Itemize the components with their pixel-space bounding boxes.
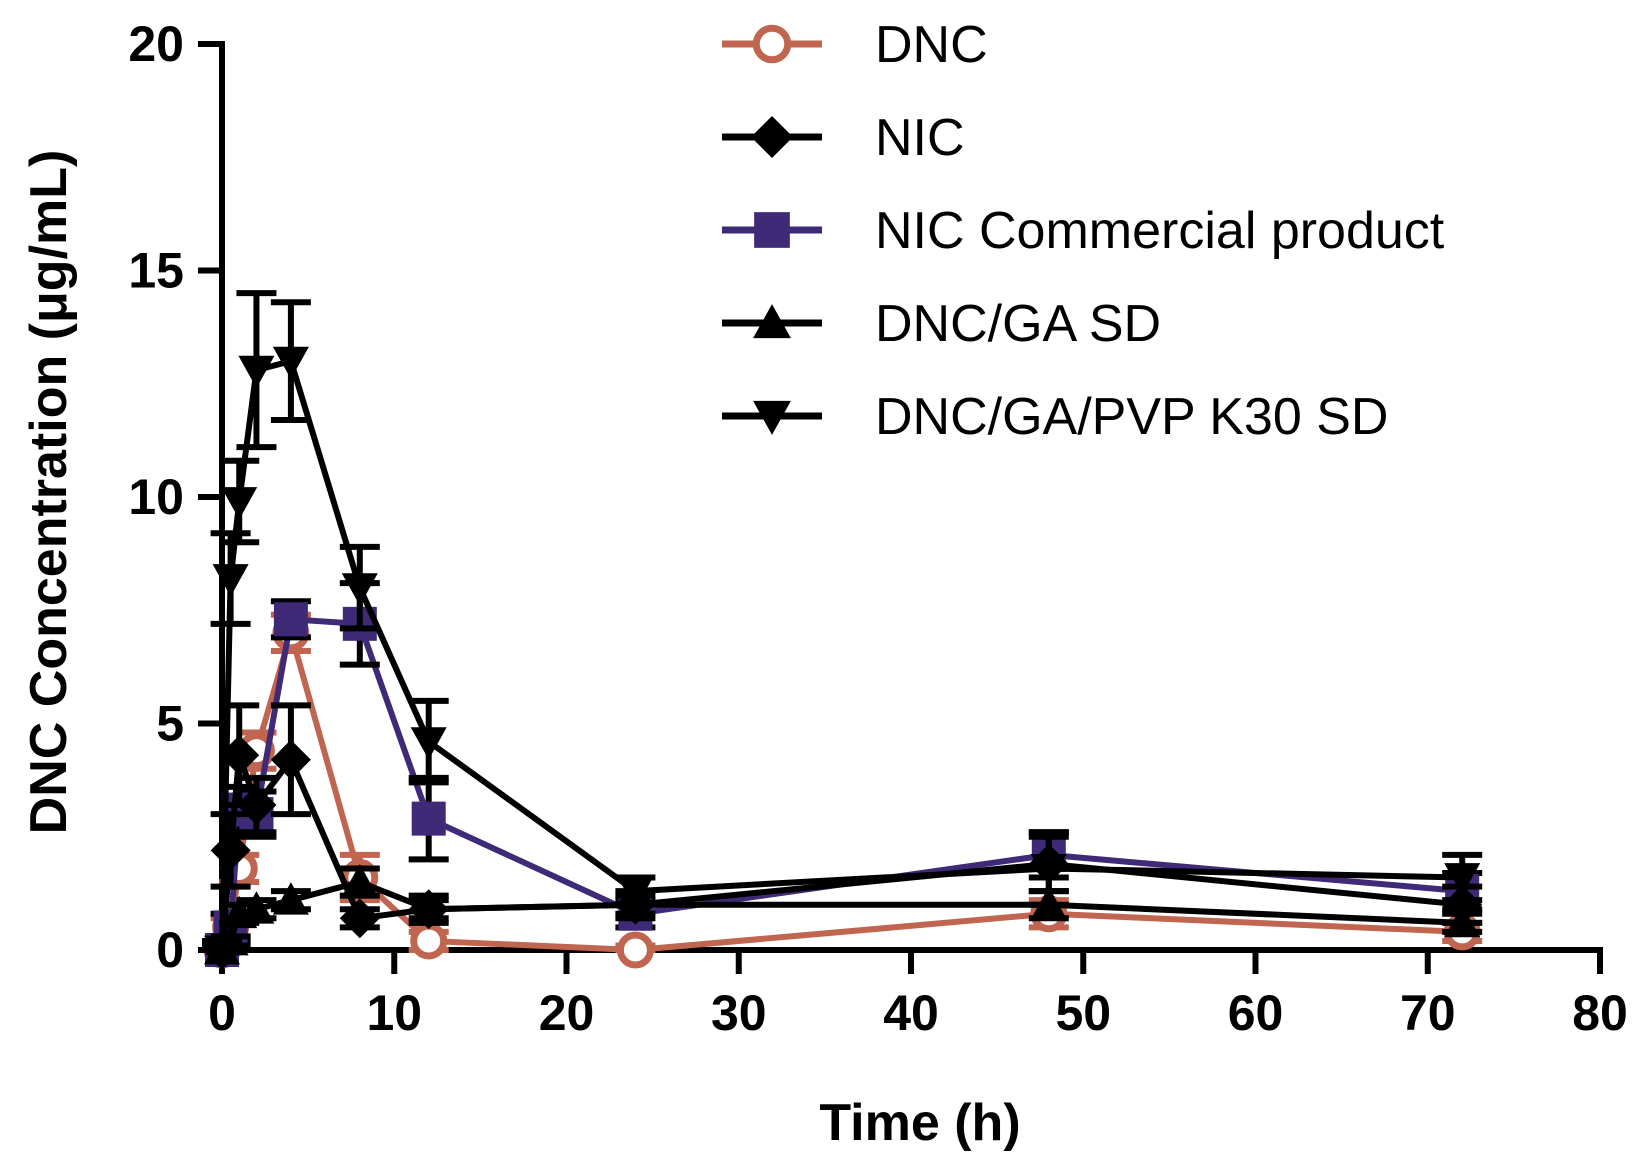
data-point — [212, 564, 249, 597]
marker-shape — [272, 346, 309, 380]
legend-marker — [751, 116, 793, 158]
data-point — [339, 898, 380, 939]
legend-marker — [753, 400, 791, 435]
legend-item: DNC/GA/PVP K30 SD — [722, 388, 1388, 446]
data-point — [1442, 884, 1483, 925]
data-point — [270, 739, 311, 780]
marker-shape — [1030, 854, 1067, 887]
marker-shape — [273, 602, 308, 637]
marker-shape — [408, 889, 449, 930]
marker-shape — [752, 24, 792, 64]
marker-shape — [238, 891, 275, 924]
x-tick-label: 20 — [539, 985, 595, 1041]
series-dnc-ga-pvp-k30-sd — [202, 290, 1483, 968]
marker-shape — [411, 801, 446, 836]
data-point — [410, 922, 448, 960]
marker-shape — [238, 355, 275, 389]
series-layer — [202, 290, 1483, 970]
legend-label: DNC/GA/PVP K30 SD — [875, 388, 1388, 446]
y-axis-title: DNC Concentration (μg/mL) — [20, 150, 78, 835]
data-point — [408, 889, 449, 930]
axes: 0 10 20 30 40 50 60 70 80 0 5 10 15 20 — [128, 16, 1627, 1041]
series-line — [219, 879, 1463, 953]
legend-label: NIC Commercial product — [875, 202, 1445, 260]
x-tick-label: 40 — [883, 985, 939, 1041]
legend-marker — [754, 212, 790, 248]
marker-shape — [753, 400, 791, 435]
series-dnc-ga-sd — [202, 864, 1483, 965]
y-tick-label: 0 — [156, 922, 184, 978]
data-point — [221, 487, 258, 520]
y-tick-label: 10 — [128, 469, 184, 525]
marker-shape — [616, 931, 654, 969]
x-tick-label: 70 — [1400, 985, 1456, 1041]
data-point — [210, 830, 251, 871]
data-point — [341, 573, 378, 606]
x-tick-label: 50 — [1055, 985, 1111, 1041]
data-point — [238, 355, 275, 389]
marker-shape — [270, 739, 311, 780]
marker-shape — [410, 922, 448, 960]
marker-shape — [210, 830, 251, 871]
x-tick-label: 30 — [711, 985, 767, 1041]
data-point — [411, 801, 446, 836]
legend: DNC NIC NIC Commercial product DNC/GA SD DNC… — [722, 16, 1445, 446]
data-point — [410, 727, 447, 760]
y-tick-label: 20 — [128, 16, 184, 72]
marker-shape — [341, 573, 378, 606]
legend-label: NIC — [875, 109, 965, 167]
legend-item: NIC Commercial product — [722, 202, 1445, 260]
marker-shape — [753, 304, 791, 339]
legend-label: DNC — [875, 16, 988, 74]
marker-shape — [1442, 884, 1483, 925]
data-point — [236, 785, 277, 826]
marker-shape — [1444, 863, 1481, 896]
x-tick-label: 10 — [366, 985, 422, 1041]
marker-shape — [204, 935, 240, 968]
marker-shape — [236, 785, 277, 826]
marker-shape — [751, 116, 793, 158]
x-axis-title: Time (h) — [819, 1094, 1020, 1152]
legend-item: DNC — [722, 16, 988, 74]
legend-item: DNC/GA SD — [722, 295, 1161, 353]
marker-shape — [754, 212, 790, 248]
legend-label: DNC/GA SD — [875, 295, 1161, 353]
marker-shape — [341, 864, 378, 897]
data-point — [238, 891, 275, 924]
data-point — [617, 876, 654, 910]
data-point — [272, 346, 309, 380]
data-point — [272, 882, 309, 915]
x-tick-label: 80 — [1572, 985, 1628, 1041]
marker-shape — [339, 898, 380, 939]
legend-item: NIC — [722, 109, 965, 167]
x-tick-label: 60 — [1228, 985, 1284, 1041]
series-line — [219, 358, 1463, 951]
legend-marker — [753, 304, 791, 339]
data-point — [204, 935, 240, 968]
marker-shape — [212, 564, 249, 597]
data-point — [1444, 863, 1481, 896]
data-point — [273, 602, 308, 637]
data-point — [616, 931, 654, 969]
data-point — [1030, 854, 1067, 887]
legend-marker — [752, 24, 792, 64]
data-point — [341, 864, 378, 897]
marker-shape — [272, 882, 309, 915]
marker-shape — [221, 487, 258, 520]
marker-shape — [410, 727, 447, 760]
y-tick-label: 5 — [156, 696, 184, 752]
y-tick-label: 15 — [128, 243, 184, 299]
x-tick-label: 0 — [208, 985, 236, 1041]
marker-shape — [617, 876, 654, 910]
